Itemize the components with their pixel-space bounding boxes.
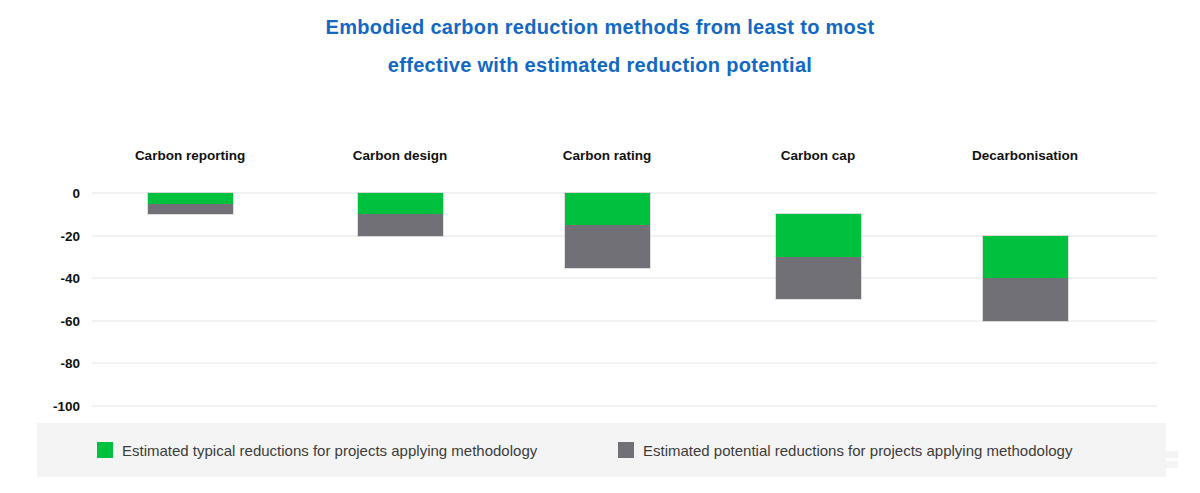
potential-reduction-segment	[565, 225, 650, 268]
legend-item-typical: Estimated typical reductions for project…	[97, 423, 537, 477]
typical-reduction-segment	[776, 214, 861, 257]
typical-reduction-segment	[358, 193, 443, 214]
typical-green-swatch-icon	[97, 442, 113, 458]
watermark-bar	[1166, 451, 1178, 458]
legend-label: Estimated potential reductions for proje…	[643, 442, 1072, 459]
y-axis-tick-label: -60	[20, 313, 80, 328]
y-axis-tick-label: -100	[20, 399, 80, 414]
category-label: Decarbonisation	[925, 148, 1125, 163]
potential-reduction-segment	[148, 204, 233, 215]
watermark-bar	[1166, 461, 1178, 468]
bar-carbon-design	[358, 193, 443, 236]
y-axis-tick-label: -40	[20, 271, 80, 286]
gridline--100	[92, 405, 1157, 407]
watermark-logo-icon	[1166, 451, 1178, 471]
y-axis-tick-label: 0	[20, 186, 80, 201]
typical-reduction-segment	[148, 193, 233, 204]
category-label: Carbon design	[300, 148, 500, 163]
y-axis-tick-label: -20	[20, 228, 80, 243]
potential-reduction-segment	[776, 257, 861, 300]
category-label: Carbon reporting	[90, 148, 290, 163]
legend: Estimated typical reductions for project…	[37, 423, 1166, 477]
bar-carbon-rating	[565, 193, 650, 268]
legend-item-potential: Estimated potential reductions for proje…	[618, 423, 1072, 477]
typical-reduction-segment	[565, 193, 650, 225]
bar-carbon-cap	[776, 214, 861, 299]
potential-gray-swatch-icon	[618, 442, 634, 458]
potential-reduction-segment	[983, 278, 1068, 321]
bar-carbon-reporting	[148, 193, 233, 214]
category-label: Carbon cap	[718, 148, 918, 163]
legend-label: Estimated typical reductions for project…	[122, 442, 537, 459]
y-axis-tick-label: -80	[20, 356, 80, 371]
gridline--80	[92, 362, 1157, 364]
typical-reduction-segment	[983, 236, 1068, 279]
chart-canvas: Embodied carbon reduction methods from l…	[0, 0, 1200, 493]
category-label: Carbon rating	[507, 148, 707, 163]
potential-reduction-segment	[358, 214, 443, 235]
plot-area: 0 -20 -40 -60 -80 -100 Carbon reporting Carbon …	[0, 0, 1200, 493]
bar-decarbonisation	[983, 236, 1068, 321]
